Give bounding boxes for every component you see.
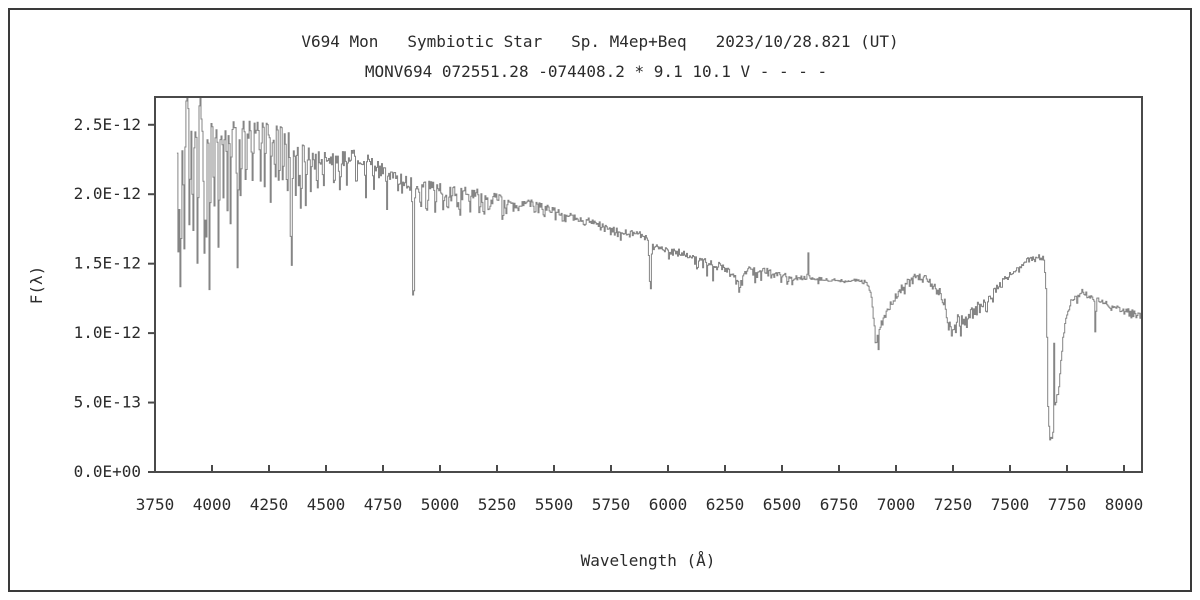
x-tick-label: 5750 [592,495,631,514]
y-tick-label: 5.0E-13 [74,393,141,412]
plot-frame [154,96,1143,473]
x-tick-label: 4000 [193,495,232,514]
x-tick-label: 8000 [1105,495,1144,514]
chart-title: V694 Mon Symbiotic Star Sp. M4ep+Beq 202… [301,32,898,51]
y-axis-ticks [148,123,155,473]
x-tick-label: 3750 [136,495,175,514]
x-tick-label: 5000 [421,495,460,514]
chart-subtitle: MONV694 072551.28 -074408.2 * 9.1 10.1 V… [365,62,827,81]
x-tick-label: 6500 [763,495,802,514]
spectrum-trace [176,96,1143,441]
y-axis-tick-labels: 0.0E+00 5.0E-13 1.0E-12 1.5E-12 2.0E-12 2.5E-… [74,115,141,481]
y-tick-label: 1.0E-12 [74,323,141,342]
x-tick-label: 5250 [478,495,517,514]
x-tick-label: 4750 [364,495,403,514]
x-axis-tick-labels: 3750 4000 4250 4500 4750 5000 5250 5500 5750 6000… [136,495,1144,514]
figure-border [8,8,1192,592]
x-tick-label: 7000 [877,495,916,514]
x-axis-ticks [154,465,1125,472]
x-tick-label: 4500 [307,495,346,514]
x-tick-label: 6000 [649,495,688,514]
y-tick-label: 0.0E+00 [74,462,141,481]
x-tick-label: 6250 [706,495,745,514]
x-tick-label: 5500 [535,495,574,514]
y-tick-label: 1.5E-12 [74,254,141,273]
x-tick-label: 7500 [991,495,1030,514]
x-tick-label: 6750 [820,495,859,514]
x-axis-label: Wavelength (Å) [581,551,716,570]
x-tick-label: 7250 [934,495,973,514]
y-tick-label: 2.5E-12 [74,115,141,134]
y-tick-label: 2.0E-12 [74,184,141,203]
x-tick-label: 7750 [1048,495,1087,514]
x-tick-label: 4250 [250,495,289,514]
y-axis-label: F(λ) [27,266,46,305]
